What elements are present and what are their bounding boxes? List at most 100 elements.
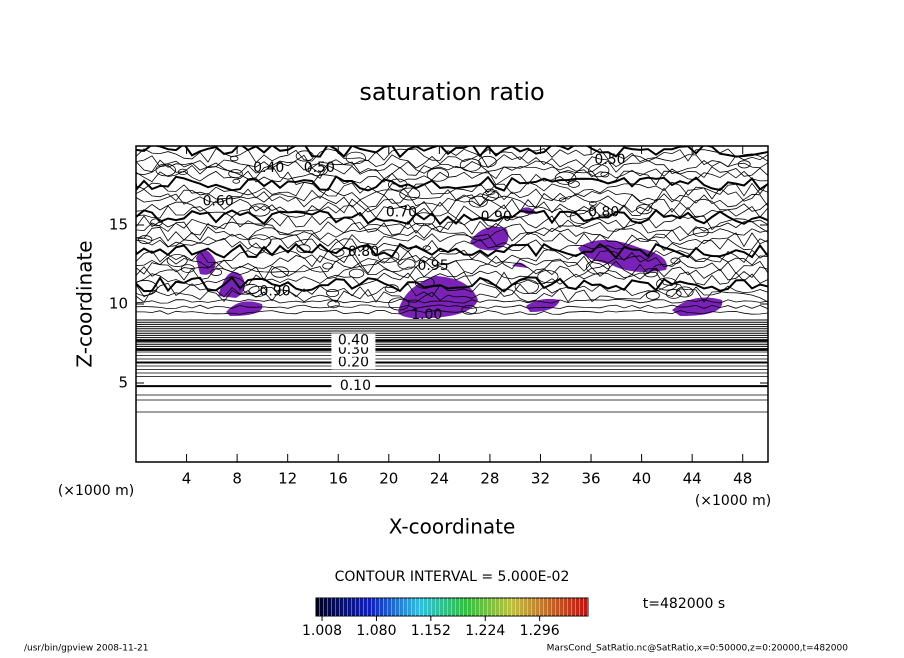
contour-loop bbox=[150, 218, 163, 227]
contour-line bbox=[136, 220, 768, 236]
contour-line bbox=[136, 181, 768, 197]
contour-loop bbox=[537, 270, 559, 284]
contour-loop bbox=[670, 257, 681, 265]
contour-label: 0.80 bbox=[588, 204, 619, 220]
contour-label: 0.90 bbox=[259, 283, 290, 299]
contour-line bbox=[136, 242, 768, 260]
contour-loop bbox=[468, 195, 488, 208]
contour-loop bbox=[737, 160, 751, 169]
contour-line bbox=[136, 298, 768, 304]
contour-loop bbox=[514, 279, 539, 295]
contour-loop bbox=[412, 212, 436, 227]
x-tick-label: 20 bbox=[379, 470, 398, 488]
contour-line bbox=[136, 175, 768, 192]
contour-loop bbox=[155, 163, 176, 177]
contour-loop bbox=[228, 169, 243, 179]
contour-loop bbox=[348, 268, 365, 279]
time-label: t=482000 s bbox=[643, 596, 725, 612]
contour-label: 0.20 bbox=[338, 354, 369, 370]
contour-loop bbox=[559, 197, 567, 203]
supersaturation-patches bbox=[196, 207, 723, 319]
y-tick-label: 10 bbox=[109, 295, 128, 313]
contour-loop bbox=[675, 286, 694, 298]
colorbar-tick-label: 1.152 bbox=[411, 623, 451, 639]
contour-lines: 0.100.200.300.400.40 0.500.600.70 0.900.80… bbox=[136, 146, 768, 413]
x-tick-label: 48 bbox=[733, 470, 752, 488]
contour-loop bbox=[307, 163, 328, 177]
contour-label: 0.70 bbox=[386, 204, 417, 220]
contour-loop bbox=[459, 158, 482, 172]
contour-line bbox=[136, 215, 768, 231]
contour-line bbox=[136, 146, 768, 159]
contour-loop bbox=[399, 187, 421, 201]
contour-line bbox=[136, 198, 768, 214]
contour-label: 0.60 bbox=[203, 193, 234, 209]
footer-left: /usr/bin/gpview 2008-11-21 bbox=[24, 644, 148, 654]
contour-line bbox=[136, 226, 768, 242]
contour-loop bbox=[232, 178, 240, 184]
x-axis-label: X-coordinate bbox=[389, 515, 516, 539]
patch bbox=[578, 240, 667, 272]
contour-loop bbox=[377, 249, 400, 263]
colorbar-tick-label: 1.224 bbox=[465, 623, 505, 639]
contour-label-bg bbox=[331, 355, 376, 370]
contour-label: 0.50 bbox=[304, 160, 335, 176]
contour-line bbox=[136, 254, 768, 270]
y-axis-label: Z-coordinate bbox=[73, 240, 97, 367]
contour-loop bbox=[295, 150, 314, 162]
contour-loop bbox=[229, 155, 239, 162]
contour-loop bbox=[326, 288, 339, 298]
contour-line bbox=[136, 309, 768, 315]
contour-label: 0.90 bbox=[481, 209, 512, 225]
contour-loop bbox=[482, 190, 499, 201]
contour-label: 0.80 bbox=[348, 244, 379, 260]
contour-loop bbox=[322, 262, 334, 270]
contour-label: 0.10 bbox=[340, 378, 371, 394]
contour-loop bbox=[249, 203, 271, 217]
contour-loop bbox=[692, 226, 709, 237]
colorbar-tick-label: 1.080 bbox=[356, 623, 396, 639]
x-tick-label: 40 bbox=[632, 470, 651, 488]
y-tick-label: 15 bbox=[109, 216, 128, 234]
contour-loop bbox=[270, 266, 289, 278]
contour-loop bbox=[166, 254, 188, 267]
patch bbox=[196, 249, 216, 275]
contour-loop bbox=[388, 297, 410, 311]
contour-label: 0.40 bbox=[338, 332, 369, 348]
contour-loop bbox=[588, 164, 610, 178]
contour-loop bbox=[384, 284, 399, 294]
contour-loop bbox=[461, 305, 477, 315]
x-tick-label: 24 bbox=[430, 470, 449, 488]
contour-loop bbox=[327, 300, 340, 309]
x-tick-label: 28 bbox=[480, 470, 499, 488]
contour-loop bbox=[414, 276, 435, 289]
contour-line bbox=[136, 265, 768, 281]
x-tick-label: 4 bbox=[182, 470, 192, 488]
contour-loop bbox=[177, 168, 188, 176]
contour-loop bbox=[600, 171, 610, 178]
contour-line bbox=[136, 304, 768, 310]
contour-loop bbox=[665, 289, 682, 299]
contour-line bbox=[136, 260, 768, 276]
chart-title: saturation ratio bbox=[359, 78, 544, 106]
contour-label: 0.50 bbox=[594, 152, 625, 168]
footer-right: MarsCond_SatRatio.nc@SatRatio,x=0:50000,… bbox=[547, 644, 849, 654]
contour-loop bbox=[248, 234, 272, 249]
contour-line bbox=[136, 208, 768, 226]
contour-loop bbox=[643, 268, 659, 278]
x-tick-label: 16 bbox=[329, 470, 348, 488]
contour-loop bbox=[345, 151, 366, 165]
contour-loop bbox=[656, 277, 678, 291]
x-tick-label: 44 bbox=[683, 470, 702, 488]
contour-interval: CONTOUR INTERVAL = 5.000E-02 bbox=[335, 569, 570, 585]
contour-loop bbox=[569, 209, 593, 225]
contour-line bbox=[136, 153, 768, 169]
contour-label: 1.00 bbox=[411, 307, 442, 323]
x-tick-label: 36 bbox=[581, 470, 600, 488]
contour-label-bg bbox=[331, 379, 376, 394]
contour-loop bbox=[180, 264, 195, 273]
contour-loop bbox=[478, 155, 497, 168]
contour-loop bbox=[136, 280, 158, 296]
contour-line bbox=[136, 232, 768, 248]
